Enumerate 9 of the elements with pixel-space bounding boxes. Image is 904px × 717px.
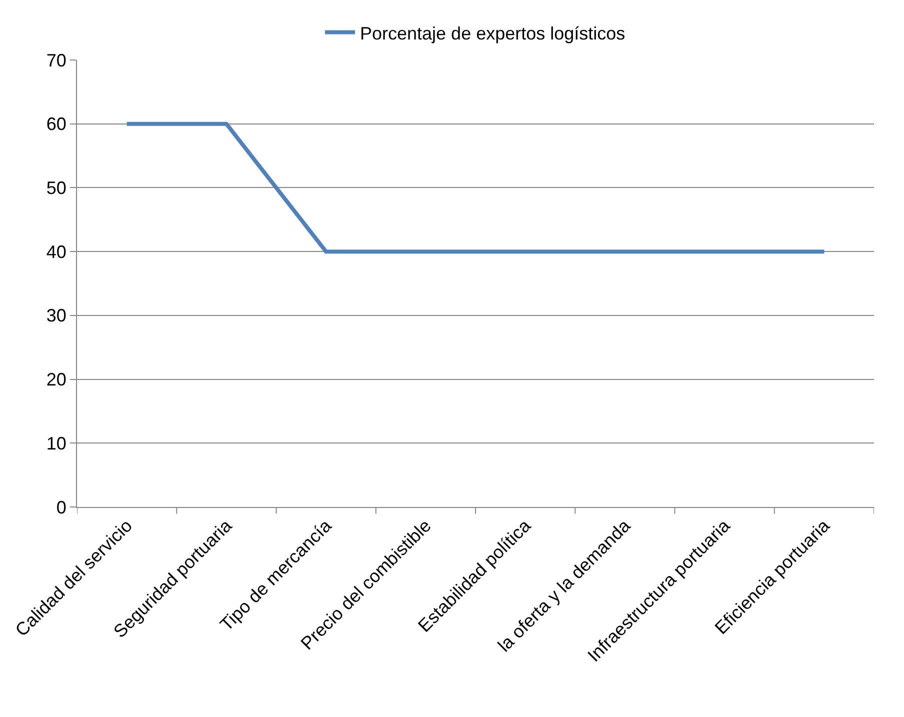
y-tick-label: 30: [46, 306, 66, 326]
y-tick-label: 40: [46, 242, 66, 262]
y-tick-label: 70: [46, 50, 66, 70]
y-tick-label: 0: [56, 497, 66, 518]
y-tick-label: 10: [46, 433, 66, 454]
y-tick-label: 50: [46, 178, 66, 198]
legend-label: Porcentaje de expertos logísticos: [360, 23, 626, 44]
y-tick-label: 20: [46, 370, 66, 390]
y-tick-label: 60: [46, 114, 66, 134]
